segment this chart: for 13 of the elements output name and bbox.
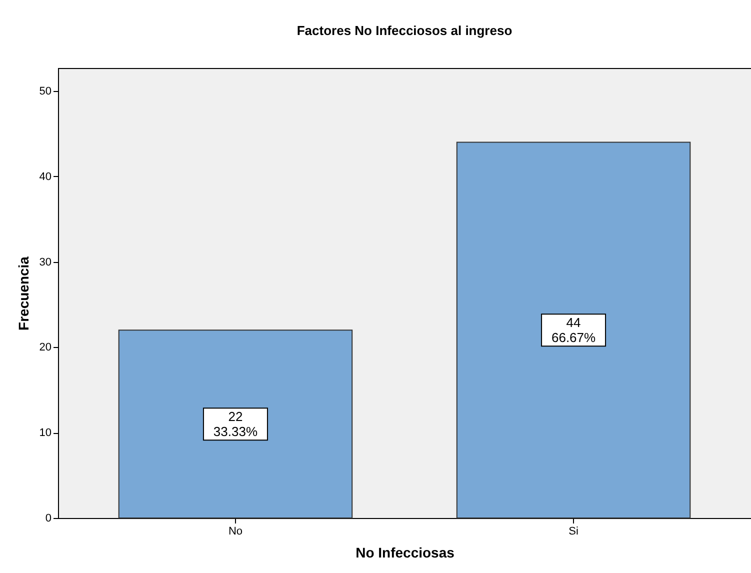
data-label: 44 66.67% — [551, 315, 596, 346]
chart-title: Factores No Infecciosos al ingreso — [296, 23, 512, 38]
y-axis-title: Frecuencia — [15, 256, 32, 330]
y-tick-label: 0 — [45, 512, 52, 524]
y-tick-label: 40 — [39, 170, 52, 183]
y-tick-label: 20 — [39, 342, 52, 354]
y-tick-label: 10 — [39, 427, 52, 440]
y-tick-label: 50 — [39, 86, 52, 98]
x-tick-label: Si — [568, 526, 578, 538]
y-tick-label: 30 — [39, 256, 52, 268]
data-label: 22 33.33% — [213, 409, 258, 440]
x-tick-label: No — [228, 526, 243, 538]
x-axis-title: No Infecciosas — [356, 544, 455, 560]
